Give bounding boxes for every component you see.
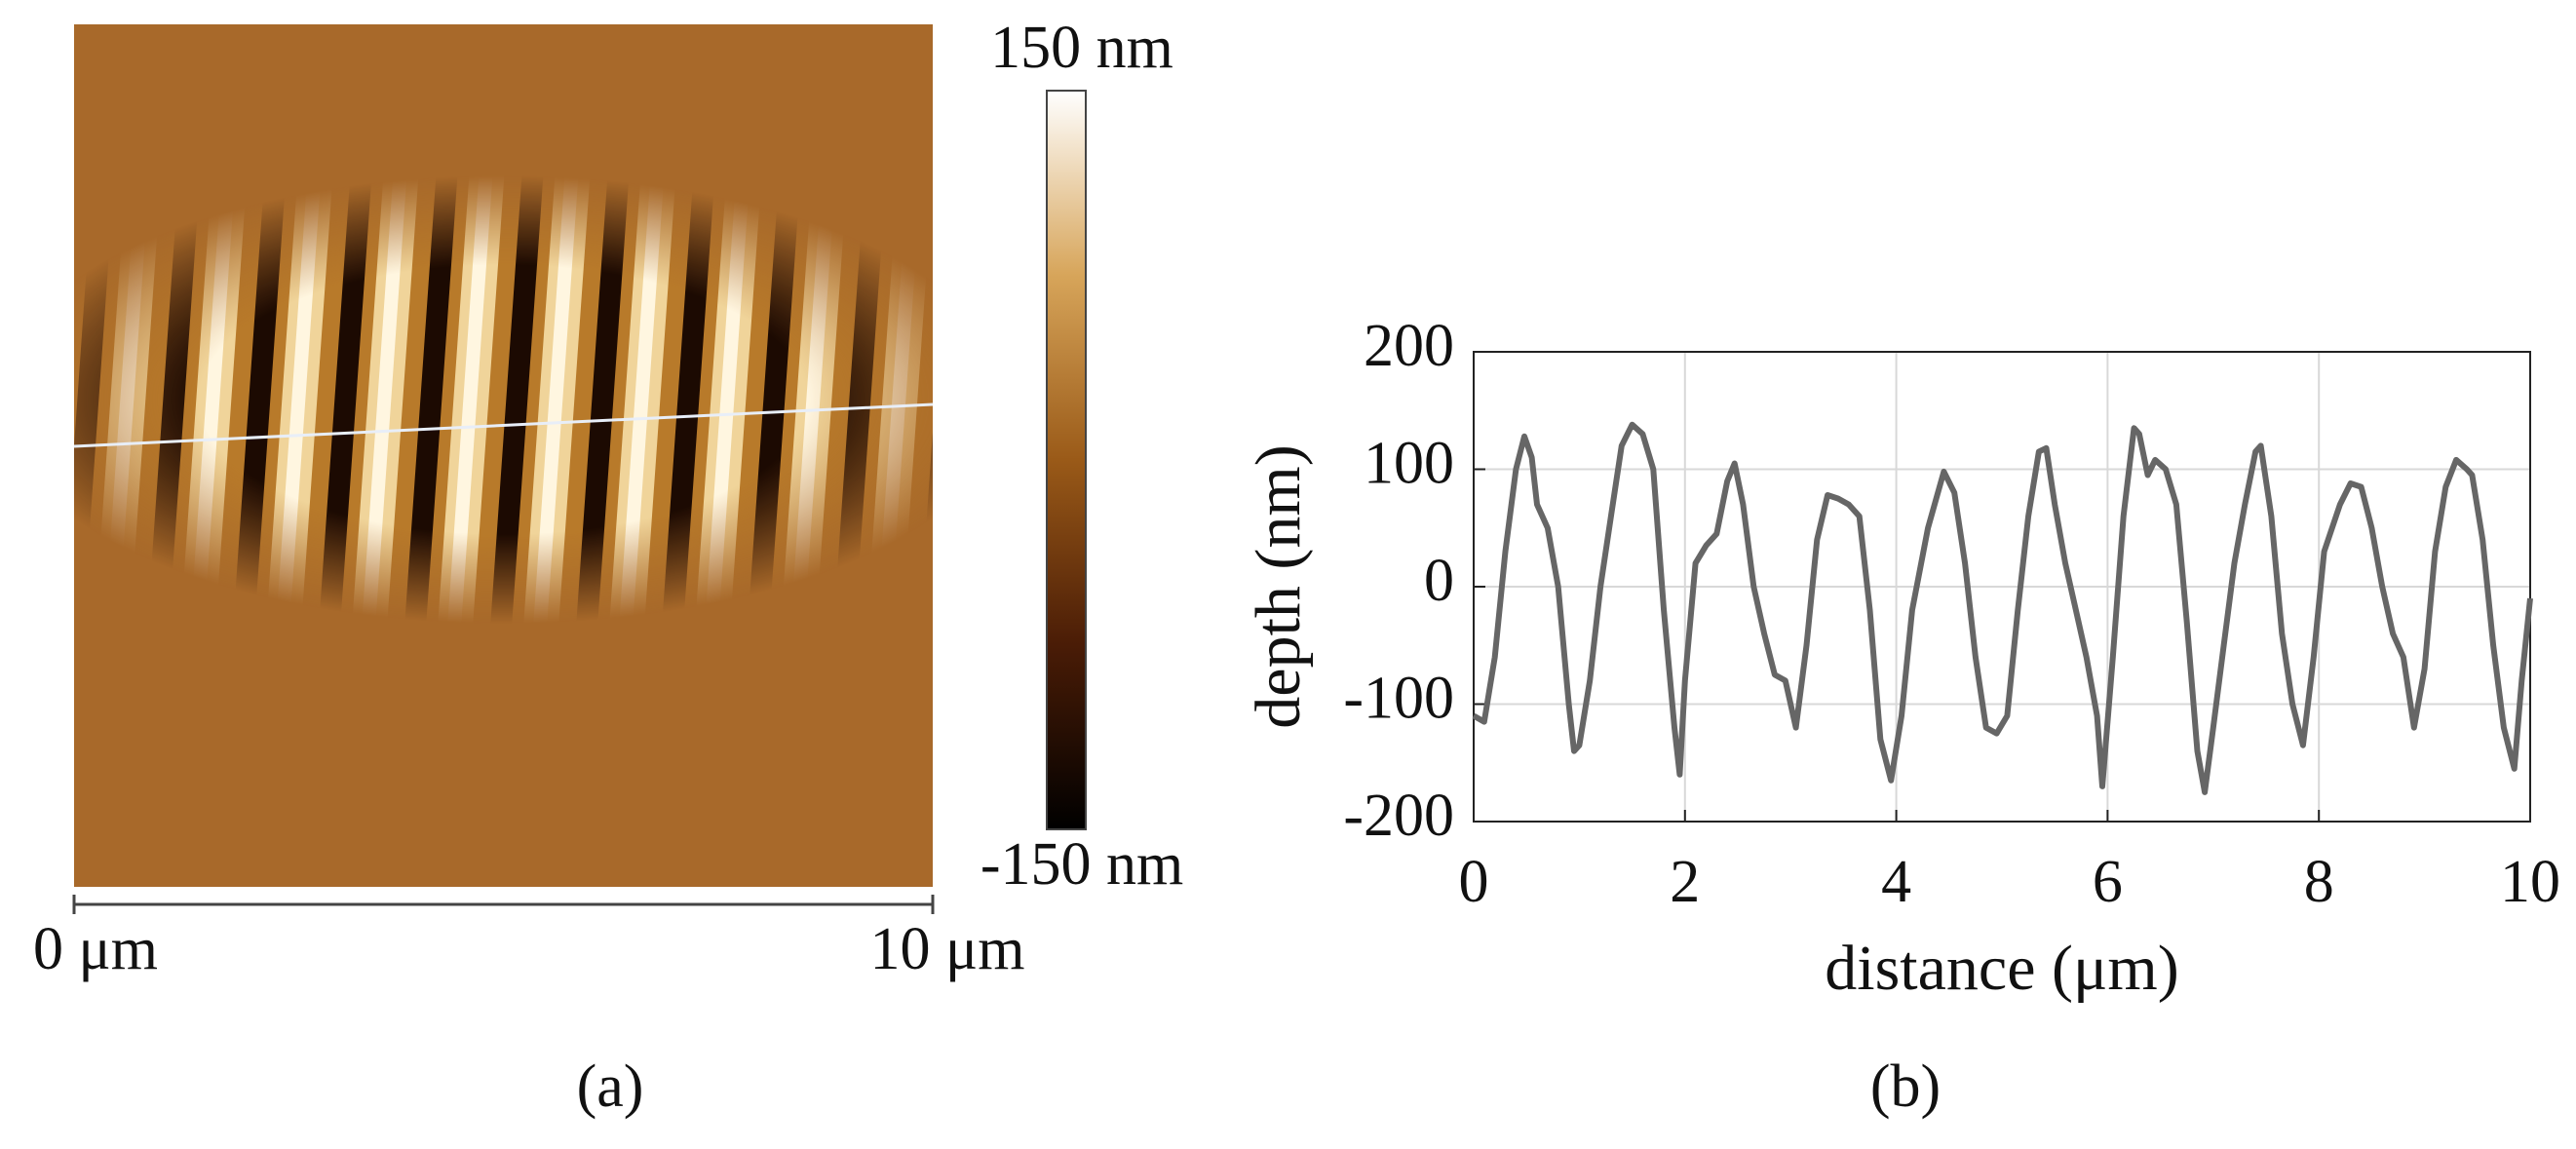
x-tick-label: 8: [2304, 849, 2334, 915]
y-tick-label: 0: [1424, 548, 1454, 614]
afm-image: [73, 24, 934, 887]
y-tick-label: 200: [1364, 313, 1454, 379]
x-tick-label: 4: [1881, 849, 1911, 915]
colorbar-bottom-label: -150 nm: [980, 831, 1183, 898]
x-tick-label: 0: [1459, 849, 1489, 915]
scale-bar: [72, 895, 935, 914]
x-tick-label: 6: [2093, 849, 2123, 915]
x-tick-label: 2: [1670, 849, 1700, 915]
panel-label: (a): [577, 1053, 644, 1120]
x-tick-label: 10: [2500, 849, 2560, 915]
plot-frame: [1473, 351, 2531, 823]
scale-end-label: 10 μm: [870, 916, 1025, 982]
panel-label: (b): [1870, 1053, 1941, 1120]
y-axis-label: depth (nm): [1243, 444, 1314, 728]
colorbar: [1046, 90, 1087, 830]
colorbar-top-label: 150 nm: [990, 15, 1173, 81]
scale-start-label: 0 μm: [33, 916, 158, 982]
y-tick-label: -200: [1343, 783, 1454, 849]
y-tick-label: 100: [1364, 431, 1454, 497]
y-tick-label: -100: [1343, 666, 1454, 732]
profile-line: [1472, 421, 2533, 795]
x-axis-label: distance (μm): [1825, 933, 2178, 1004]
